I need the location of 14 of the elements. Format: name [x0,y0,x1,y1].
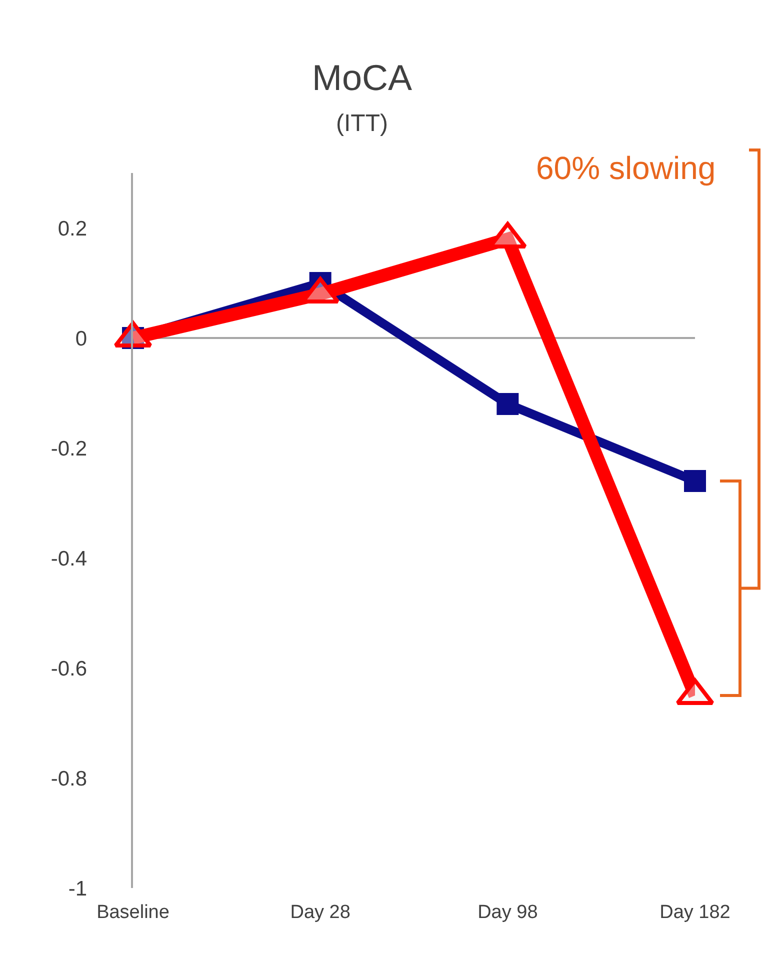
y-tick-label: 0.2 [58,217,88,240]
y-tick-label: -1 [68,877,88,900]
y-tick-label: -0.6 [50,657,88,680]
chart-title: MoCA [312,57,412,98]
y-tick-label: -0.4 [50,547,88,570]
x-tick-label: Baseline [96,902,170,923]
x-tick-label: Day 182 [660,902,730,923]
chart-subtitle: (ITT) [336,110,388,137]
y-tick-label: -0.2 [50,437,88,460]
y-tick-label: 0 [75,327,88,350]
annotation: 60% slowing [536,150,716,186]
x-tick-label: Day 98 [478,902,538,923]
x-tick-label: Day 28 [290,902,350,923]
y-tick-label: -0.8 [50,767,88,790]
